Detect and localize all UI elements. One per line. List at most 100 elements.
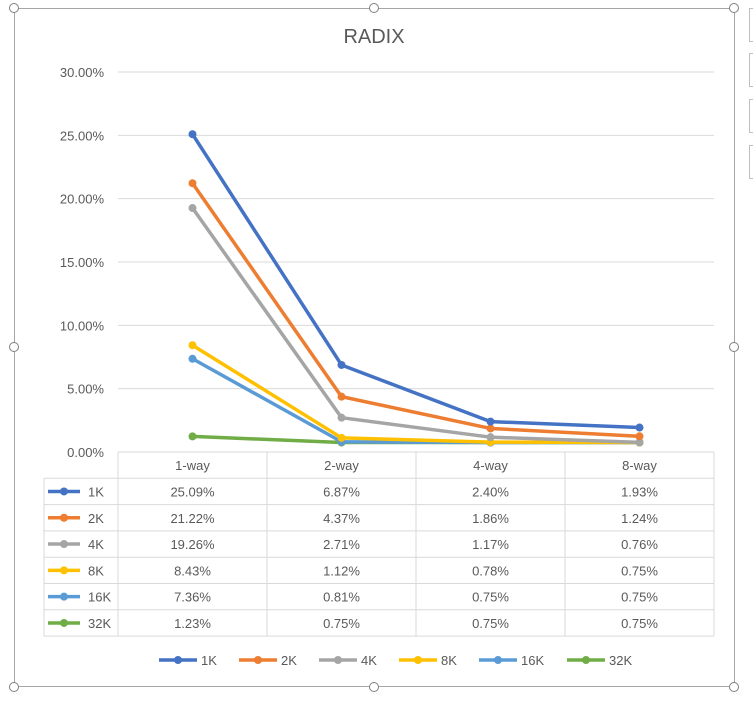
data-point-1K [337, 360, 346, 369]
table-cell: 0.75% [472, 616, 509, 631]
table-cell: 0.75% [621, 590, 658, 605]
legend-marker-4K [334, 656, 342, 664]
table-legend-marker [60, 566, 68, 575]
table-series-name: 1K [88, 484, 104, 499]
y-tick-label: 10.00% [60, 318, 105, 333]
table-cell: 1.12% [323, 563, 360, 578]
table-cell: 21.22% [170, 511, 215, 526]
series-line-8K [190, 343, 642, 445]
table-cell: 25.09% [170, 484, 215, 499]
resize-handle-top[interactable] [369, 3, 379, 13]
table-header-cell: 8-way [622, 458, 657, 473]
legend-label-4K: 4K [361, 653, 377, 668]
data-point-32K [188, 432, 197, 441]
table-cell: 8.43% [174, 563, 211, 578]
resize-handle-top-right[interactable] [729, 3, 739, 13]
table-header-cell: 1-way [175, 458, 210, 473]
y-tick-label: 15.00% [60, 255, 105, 270]
grid-lines [118, 71, 714, 390]
legend-marker-16K [494, 656, 502, 664]
table-legend-marker [60, 592, 68, 601]
data-point-4K [188, 204, 197, 213]
table-cell: 1.23% [174, 616, 211, 631]
legend-label-1K: 1K [201, 653, 217, 668]
resize-handle-bottom[interactable] [369, 682, 379, 692]
table-cell: 0.78% [472, 563, 509, 578]
data-point-1K [635, 423, 644, 432]
legend[interactable]: 1K 2K 4K 8K 16K 32K [159, 653, 632, 668]
data-point-4K [337, 413, 346, 422]
data-point-4K [635, 438, 644, 447]
table-cell: 6.87% [323, 484, 360, 499]
y-tick-label: 0.00% [67, 445, 104, 460]
legend-label-16K: 16K [521, 653, 544, 668]
side-tab-3[interactable] [749, 99, 753, 133]
data-table: 1-way 2-way 4-way 8-way 1K 25.09% 6.87% 2.40% 1.… [43, 451, 715, 637]
table-cell: 1.17% [472, 537, 509, 552]
table-series-name: 8K [88, 563, 104, 578]
table-legend-marker [60, 513, 68, 522]
data-point-1K [486, 417, 495, 426]
legend-label-2K: 2K [281, 653, 297, 668]
table-cell: 7.36% [174, 590, 211, 605]
series-line-4K [190, 206, 642, 445]
plot-area[interactable] [188, 130, 644, 447]
data-point-2K [337, 392, 346, 401]
side-tab-1[interactable] [749, 8, 753, 42]
data-point-8K [337, 433, 346, 442]
side-tab-4[interactable] [749, 145, 753, 179]
table-cell: 0.81% [323, 590, 360, 605]
data-point-1K [188, 130, 197, 139]
y-tick-label: 20.00% [60, 192, 105, 207]
y-tick-label: 5.00% [67, 382, 104, 397]
legend-label-32K: 32K [609, 653, 632, 668]
resize-handle-right[interactable] [729, 342, 739, 352]
table-cell: 0.75% [472, 590, 509, 605]
legend-label-8K: 8K [441, 653, 457, 668]
table-cell: 19.26% [170, 537, 215, 552]
table-cell: 0.75% [323, 616, 360, 631]
table-series-name: 2K [88, 511, 104, 526]
data-point-4K [486, 433, 495, 442]
data-point-2K [635, 432, 644, 441]
legend-marker-32K [582, 656, 590, 664]
table-legend-marker [60, 487, 68, 496]
data-point-16K [188, 354, 197, 363]
y-tick-label: 25.00% [60, 128, 105, 143]
resize-handle-bottom-right[interactable] [729, 682, 739, 692]
table-header-cell: 4-way [473, 458, 508, 473]
table-cell: 2.40% [472, 484, 509, 499]
legend-marker-8K [414, 656, 422, 664]
chart-frame[interactable] [14, 8, 735, 687]
table-cell: 4.37% [323, 511, 360, 526]
series-line-1K [190, 132, 642, 430]
y-tick-label: 30.00% [60, 65, 105, 80]
y-axis-ticks: 0.00% 5.00% 10.00% 15.00% 20.00% 25.00% 30.00% [60, 65, 105, 460]
legend-marker-2K [254, 656, 262, 664]
table-series-name: 4K [88, 537, 104, 552]
table-cell: 0.75% [621, 616, 658, 631]
table-cell: 1.93% [621, 484, 658, 499]
resize-handle-left[interactable] [9, 342, 19, 352]
data-point-8K [188, 341, 197, 350]
table-legend-marker [60, 540, 68, 549]
table-cell: 1.86% [472, 511, 509, 526]
table-header-cell: 2-way [324, 458, 359, 473]
series-line-16K [190, 357, 642, 445]
data-point-2K [188, 179, 197, 188]
side-tab-2[interactable] [749, 53, 753, 87]
table-series-name: 16K [88, 590, 111, 605]
resize-handle-top-left[interactable] [9, 3, 19, 13]
table-cell: 1.24% [621, 511, 658, 526]
table-series-name: 32K [88, 616, 111, 631]
data-point-2K [486, 424, 495, 433]
table-legend-marker [60, 618, 68, 627]
legend-marker-1K [174, 656, 182, 664]
series-line-2K [190, 181, 642, 439]
table-cell: 2.71% [323, 537, 360, 552]
table-cell: 0.75% [621, 563, 658, 578]
chart-title: RADIX [343, 26, 404, 48]
resize-handle-bottom-left[interactable] [9, 682, 19, 692]
table-cell: 0.76% [621, 537, 658, 552]
